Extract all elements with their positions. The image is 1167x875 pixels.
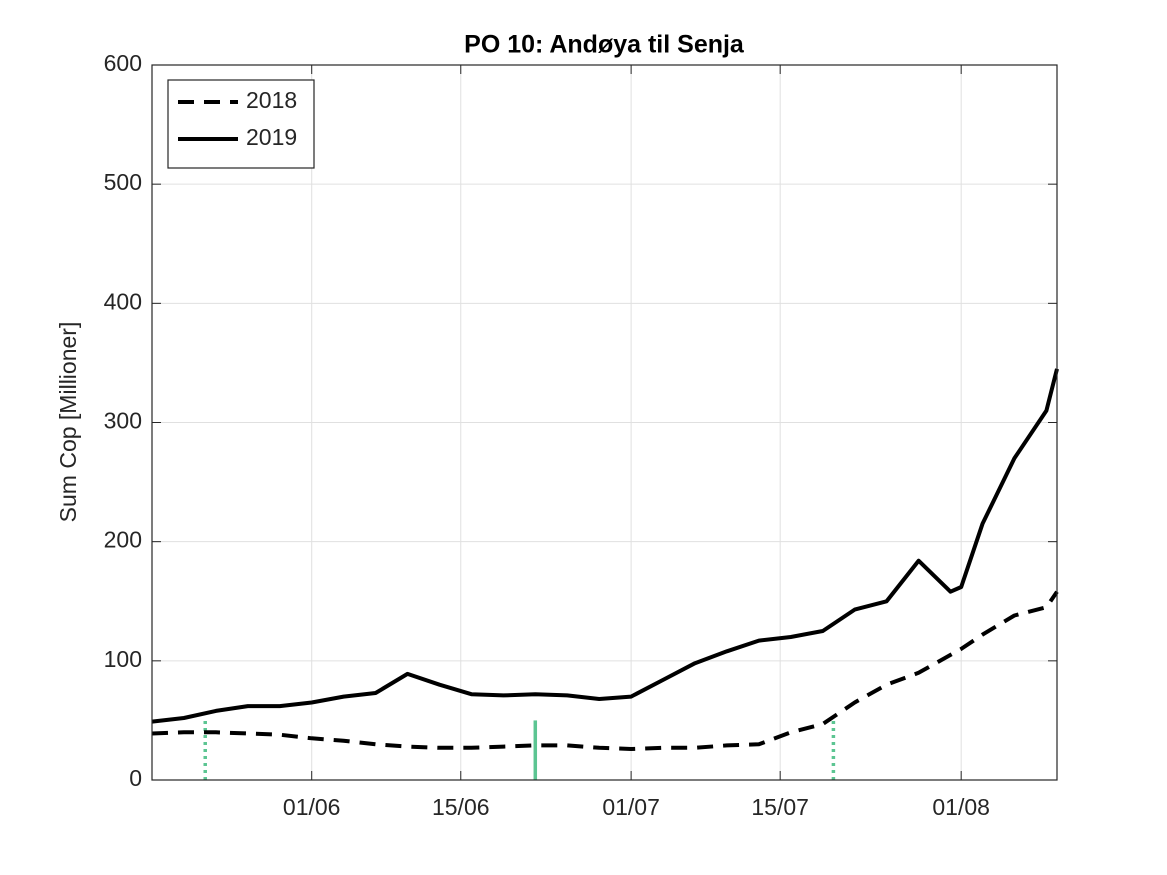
y-tick-label: 100	[104, 646, 142, 672]
y-tick-label: 400	[104, 288, 142, 314]
y-tick-label: 300	[104, 408, 142, 434]
data-line	[151, 368, 1059, 724]
legend-label: 2018	[246, 87, 297, 113]
legend-box	[167, 79, 315, 169]
y-tick-label: 600	[104, 50, 142, 76]
y-axis-label: Sum Cop [Millioner]	[55, 322, 81, 523]
plot-frame	[151, 64, 1058, 781]
data-line	[151, 590, 1059, 751]
x-tick-label: 15/07	[751, 794, 809, 820]
y-tick-label: 500	[104, 169, 142, 195]
legend-label: 2019	[246, 124, 297, 150]
y-tick-label: 0	[129, 765, 142, 791]
x-tick-label: 01/06	[283, 794, 341, 820]
y-tick-label: 200	[104, 527, 142, 553]
x-tick-label: 15/06	[432, 794, 490, 820]
chart-title: PO 10: Andøya til Senja	[464, 31, 745, 59]
x-tick-label: 01/08	[932, 794, 990, 820]
x-tick-label: 01/07	[602, 794, 660, 820]
